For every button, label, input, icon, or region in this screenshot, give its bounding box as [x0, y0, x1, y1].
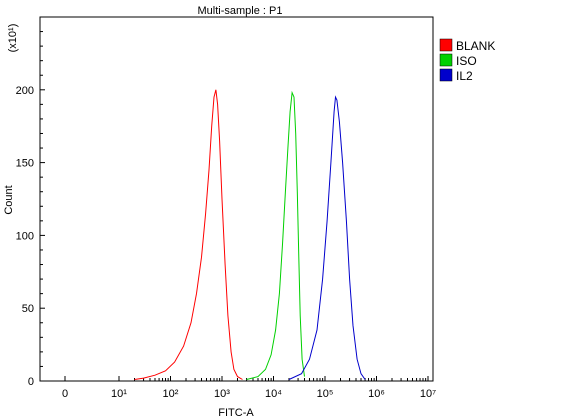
legend-swatch-blank	[439, 38, 453, 52]
y-tick-label: 50	[22, 303, 34, 315]
x-axis-label: FITC-A	[218, 407, 254, 419]
x-tick-label: 10¹	[111, 388, 127, 400]
y-axis-ticks: 0 50 100 150 200	[16, 31, 45, 388]
legend-swatch-il2	[439, 68, 453, 82]
series-lines	[134, 89, 366, 380]
series-blank-line	[134, 89, 243, 380]
y-tick-label: 0	[28, 376, 34, 388]
x-tick-label: 10⁴	[265, 388, 282, 400]
chart-title: Multi-sample : P1	[198, 5, 283, 17]
legend-label-blank: BLANK	[456, 39, 495, 53]
legend-swatch-iso	[439, 53, 453, 67]
x-tick-label: 0	[62, 388, 68, 400]
series-il2-line	[288, 95, 366, 380]
x-tick-label: 10³	[214, 388, 230, 400]
x-axis-ticks: 0 10¹ 10² 10³ 10⁴ 10⁵ 10⁶ 10⁷	[62, 376, 436, 400]
legend-label-il2: IL2	[456, 69, 473, 83]
series-iso-line	[246, 90, 305, 380]
x-tick-label: 10⁵	[317, 388, 334, 400]
legend-label-iso: ISO	[456, 54, 477, 68]
y-multiplier-label: (x10¹)	[7, 24, 19, 53]
plot-area-frame	[39, 16, 434, 382]
y-tick-label: 200	[16, 85, 34, 97]
y-tick-label: 100	[16, 230, 34, 242]
y-axis-label: Count	[3, 185, 15, 214]
x-tick-label: 10²	[163, 388, 179, 400]
y-tick-label: 150	[16, 158, 34, 170]
x-tick-label: 10⁷	[420, 388, 436, 400]
x-tick-label: 10⁶	[368, 388, 385, 400]
